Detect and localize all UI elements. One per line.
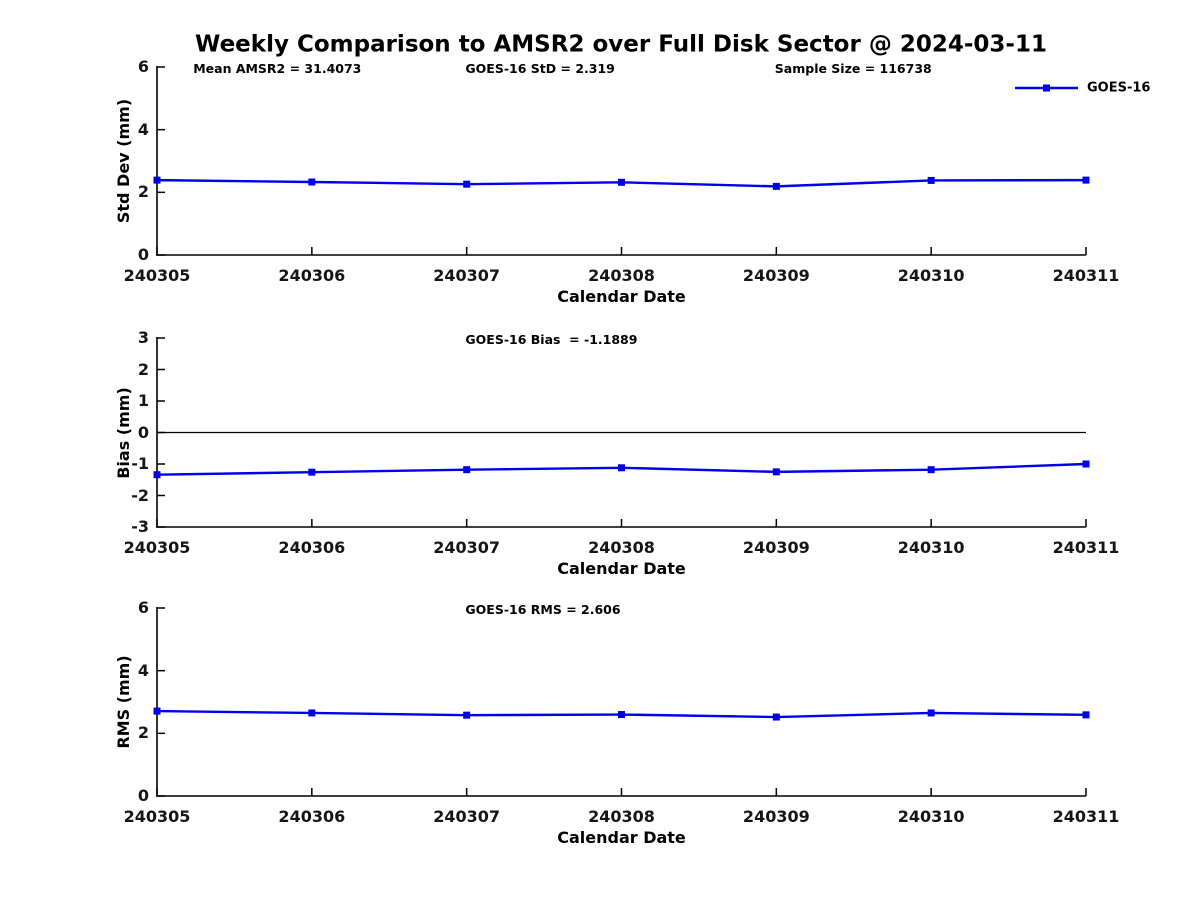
x-tick-label: 240305 [123, 538, 191, 557]
y-tick-label: 2 [137, 359, 149, 379]
data-point-marker [463, 466, 471, 474]
y-tick-label: 0 [137, 422, 149, 442]
data-point-marker [772, 468, 780, 476]
x-tick-label: 240305 [123, 266, 191, 285]
annotation: Mean AMSR2 = 31.4073 [193, 60, 362, 76]
y-tick-label: 3 [137, 328, 149, 347]
x-tick-label: 240309 [742, 807, 810, 826]
x-tick-label: 240310 [897, 538, 965, 557]
x-tick-label: 240306 [278, 266, 346, 285]
x-tick-label: 240307 [433, 538, 501, 557]
data-point-marker [1082, 711, 1090, 719]
x-tick-label: 240311 [1052, 266, 1120, 285]
y-axis-title: Bias (mm) [114, 386, 133, 479]
x-tick-label: 240307 [433, 807, 501, 826]
y-tick-label: 6 [137, 57, 149, 76]
x-tick-label: 240309 [742, 538, 810, 557]
x-tick-label: 240311 [1052, 807, 1120, 826]
data-point-marker [618, 711, 625, 719]
y-axis-title: RMS (mm) [114, 655, 133, 749]
data-point-marker [618, 464, 625, 472]
annotation: Sample Size = 116738 [774, 60, 932, 76]
data-point-marker [308, 468, 316, 476]
y-tick-label: 6 [137, 598, 149, 617]
x-tick-label: 240308 [588, 807, 655, 826]
x-tick-label: 240306 [278, 807, 346, 826]
data-point-marker [308, 178, 316, 186]
y-tick-label: 0 [137, 786, 149, 805]
x-tick-label: 240311 [1052, 538, 1120, 557]
y-tick-label: -2 [131, 485, 149, 505]
x-tick-label: 240310 [897, 807, 965, 826]
figure-title: Weekly Comparison to AMSR2 over Full Dis… [195, 31, 1047, 58]
y-axis-title: Std Dev (mm) [114, 98, 133, 224]
data-point-marker [927, 709, 935, 717]
data-point-marker [153, 707, 161, 715]
annotation: GOES-16 Bias = -1.1889 [465, 331, 638, 347]
data-point-marker [1082, 176, 1090, 184]
x-tick-label: 240308 [588, 538, 655, 557]
x-tick-label: 240309 [742, 266, 810, 285]
y-tick-label: 2 [137, 723, 149, 743]
x-axis-title: Calendar Date [557, 287, 686, 306]
x-tick-label: 240307 [433, 266, 501, 285]
y-tick-label: 0 [137, 245, 149, 264]
data-point-marker [772, 713, 780, 721]
x-tick-label: 240306 [278, 538, 346, 557]
annotation: GOES-16 RMS = 2.606 [465, 601, 621, 617]
data-point-marker [308, 709, 316, 717]
x-tick-label: 240310 [897, 266, 965, 285]
y-tick-label: -1 [131, 454, 149, 473]
data-point-marker [463, 180, 471, 188]
y-tick-label: -3 [131, 517, 149, 536]
data-point-marker [1082, 460, 1090, 468]
data-point-marker [153, 176, 161, 184]
annotation: GOES-16 StD = 2.319 [465, 60, 615, 76]
data-point-marker [153, 471, 161, 479]
y-tick-label: 2 [137, 182, 149, 202]
data-point-marker [618, 178, 625, 186]
y-tick-label: 4 [137, 660, 149, 680]
data-point-marker [772, 182, 780, 190]
x-axis-title: Calendar Date [557, 828, 686, 847]
legend-label: GOES-16 [1087, 80, 1151, 96]
data-point-marker [463, 711, 471, 719]
x-tick-label: 240305 [123, 807, 191, 826]
x-axis-title: Calendar Date [557, 559, 686, 578]
data-point-marker [927, 466, 935, 474]
data-point-marker [927, 176, 935, 184]
legend-marker [1043, 84, 1050, 92]
y-tick-label: 1 [137, 391, 149, 410]
y-tick-label: 4 [137, 119, 149, 139]
x-tick-label: 240308 [588, 266, 655, 285]
